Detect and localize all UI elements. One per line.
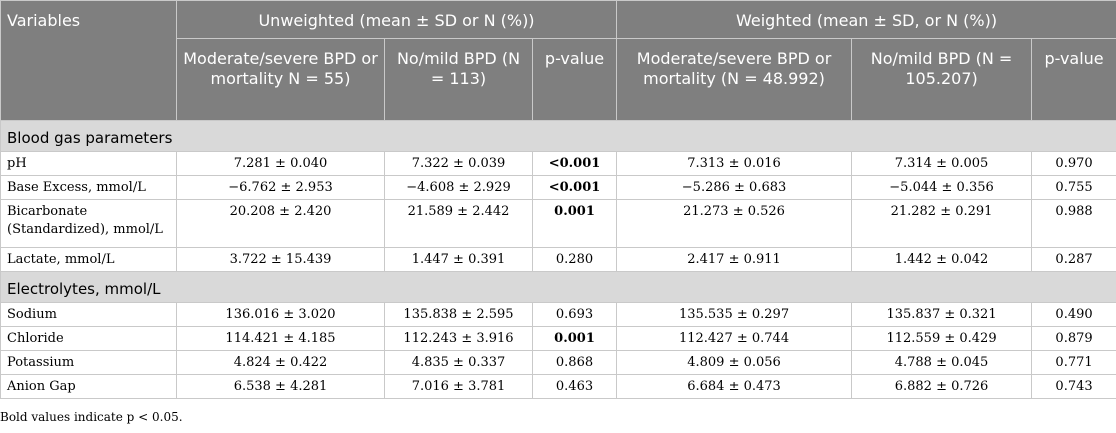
table-row: Anion Gap 6.538 ± 4.281 7.016 ± 3.781 0.… [0, 374, 1116, 399]
cell-w-moderate: 21.273 ± 0.526 [616, 199, 853, 248]
cell-uw-pvalue: 0.001 [531, 199, 618, 248]
section-blood-gas: Blood gas parameters [0, 120, 1116, 152]
row-label: Chloride [0, 326, 177, 351]
cell-w-moderate: 7.313 ± 0.016 [616, 151, 853, 176]
cell-uw-pvalue: 0.280 [531, 247, 618, 272]
cell-uw-moderate: −6.762 ± 2.953 [176, 175, 385, 200]
cell-w-pvalue: 0.879 [1031, 326, 1116, 351]
cell-uw-pvalue: 0.868 [531, 350, 618, 375]
row-label: pH [0, 151, 177, 176]
rows-blood-gas: pH 7.281 ± 0.040 7.322 ± 0.039 <0.001 7.… [0, 151, 1116, 272]
header-uw-nomild: No/mild BPD (N = 113) [384, 38, 533, 121]
cell-w-pvalue: 0.988 [1031, 199, 1116, 248]
cell-uw-pvalue: 0.001 [531, 326, 618, 351]
header-variables: Variables [0, 0, 177, 121]
cell-uw-nomild: −4.608 ± 2.929 [384, 175, 533, 200]
cell-w-nomild: −5.044 ± 0.356 [851, 175, 1033, 200]
cell-w-pvalue: 0.755 [1031, 175, 1116, 200]
header-w-moderate: Moderate/severe BPD or mortality (N = 48… [616, 38, 853, 121]
table-row: Sodium 136.016 ± 3.020 135.838 ± 2.595 0… [0, 302, 1116, 327]
table-row: Base Excess, mmol/L −6.762 ± 2.953 −4.60… [0, 175, 1116, 200]
section-title: Electrolytes, mmol/L [0, 271, 1116, 303]
row-label: Bicarbonate (Standardized), mmol/L [0, 199, 177, 248]
cell-uw-nomild: 7.016 ± 3.781 [384, 374, 533, 399]
cell-uw-nomild: 4.835 ± 0.337 [384, 350, 533, 375]
cell-uw-moderate: 20.208 ± 2.420 [176, 199, 385, 248]
table-row: pH 7.281 ± 0.040 7.322 ± 0.039 <0.001 7.… [0, 151, 1116, 176]
cell-w-pvalue: 0.287 [1031, 247, 1116, 272]
cell-uw-moderate: 6.538 ± 4.281 [176, 374, 385, 399]
cell-w-moderate: 135.535 ± 0.297 [616, 302, 853, 327]
row-label: Sodium [0, 302, 177, 327]
cell-uw-moderate: 3.722 ± 15.439 [176, 247, 385, 272]
header-unweighted: Unweighted (mean ± SD or N (%)) [175, 0, 618, 39]
cell-w-moderate: 2.417 ± 0.911 [616, 247, 853, 272]
cell-w-nomild: 135.837 ± 0.321 [851, 302, 1033, 327]
cell-uw-nomild: 135.838 ± 2.595 [384, 302, 533, 327]
cell-w-pvalue: 0.970 [1031, 151, 1116, 176]
row-label: Anion Gap [0, 374, 177, 399]
header-w-nomild: No/mild BPD (N = 105.207) [851, 38, 1033, 121]
results-table: Variables Unweighted (mean ± SD or N (%)… [0, 0, 1116, 399]
section-electrolytes: Electrolytes, mmol/L [0, 271, 1116, 303]
cell-uw-pvalue: 0.693 [531, 302, 618, 327]
table-header: Variables Unweighted (mean ± SD or N (%)… [0, 0, 1116, 121]
table-footnote: Bold values indicate p < 0.05. [0, 410, 183, 424]
section-title: Blood gas parameters [0, 120, 1116, 152]
cell-uw-nomild: 21.589 ± 2.442 [384, 199, 533, 248]
cell-uw-moderate: 114.421 ± 4.185 [176, 326, 385, 351]
cell-uw-nomild: 1.447 ± 0.391 [384, 247, 533, 272]
table-row: Bicarbonate (Standardized), mmol/L 20.20… [0, 199, 1116, 248]
header-weighted: Weighted (mean ± SD, or N (%)) [616, 0, 1116, 39]
cell-uw-pvalue: <0.001 [531, 175, 618, 200]
cell-uw-nomild: 112.243 ± 3.916 [384, 326, 533, 351]
cell-w-nomild: 4.788 ± 0.045 [851, 350, 1033, 375]
header-uw-pvalue: p-value [531, 38, 618, 121]
row-label: Base Excess, mmol/L [0, 175, 177, 200]
cell-w-moderate: 112.427 ± 0.744 [616, 326, 853, 351]
row-label: Lactate, mmol/L [0, 247, 177, 272]
row-label: Potassium [0, 350, 177, 375]
rows-electrolytes: Sodium 136.016 ± 3.020 135.838 ± 2.595 0… [0, 302, 1116, 399]
cell-uw-pvalue: <0.001 [531, 151, 618, 176]
cell-w-nomild: 7.314 ± 0.005 [851, 151, 1033, 176]
cell-w-pvalue: 0.771 [1031, 350, 1116, 375]
cell-w-nomild: 6.882 ± 0.726 [851, 374, 1033, 399]
cell-w-nomild: 1.442 ± 0.042 [851, 247, 1033, 272]
cell-uw-moderate: 4.824 ± 0.422 [176, 350, 385, 375]
cell-w-moderate: 4.809 ± 0.056 [616, 350, 853, 375]
cell-uw-moderate: 136.016 ± 3.020 [176, 302, 385, 327]
cell-uw-nomild: 7.322 ± 0.039 [384, 151, 533, 176]
cell-w-moderate: 6.684 ± 0.473 [616, 374, 853, 399]
cell-w-pvalue: 0.743 [1031, 374, 1116, 399]
cell-w-nomild: 21.282 ± 0.291 [851, 199, 1033, 248]
table-row: Potassium 4.824 ± 0.422 4.835 ± 0.337 0.… [0, 350, 1116, 375]
cell-w-nomild: 112.559 ± 0.429 [851, 326, 1033, 351]
cell-w-moderate: −5.286 ± 0.683 [616, 175, 853, 200]
header-uw-moderate: Moderate/severe BPD or mortality N = 55) [176, 38, 385, 121]
cell-uw-moderate: 7.281 ± 0.040 [176, 151, 385, 176]
cell-w-pvalue: 0.490 [1031, 302, 1116, 327]
header-w-pvalue: p-value [1031, 38, 1116, 121]
table-row: Chloride 114.421 ± 4.185 112.243 ± 3.916… [0, 326, 1116, 351]
table-row: Lactate, mmol/L 3.722 ± 15.439 1.447 ± 0… [0, 247, 1116, 272]
cell-uw-pvalue: 0.463 [531, 374, 618, 399]
